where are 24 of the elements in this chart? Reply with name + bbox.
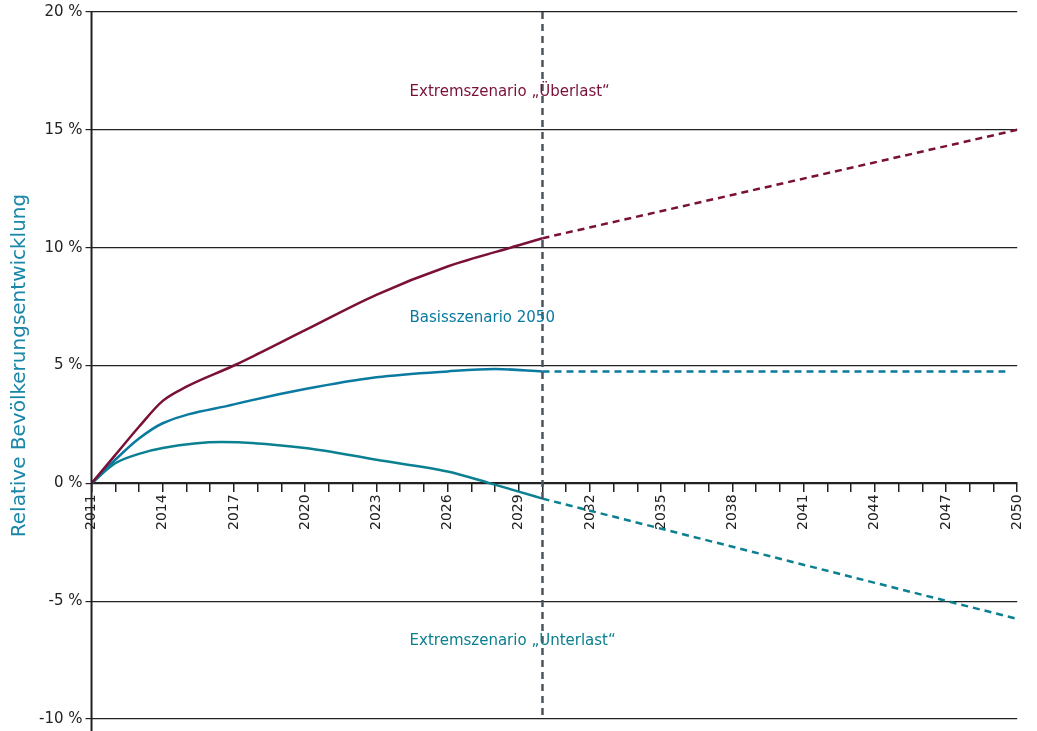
x-tick-label: 2014 [153,494,170,530]
x-tick-label: 2017 [224,494,241,530]
y-tick-label: -10 % [38,708,83,727]
y-tick-label: 5 % [53,355,83,374]
y-tick-label: 0 % [53,473,83,492]
text: Extremszenario „Überlast“ [409,81,610,101]
x-tick-label: 2050 [1007,494,1024,530]
x-tick-label: 2029 [509,494,526,530]
x-tick-label: 2020 [295,494,312,530]
text: Extremszenario „Unterlast“ [409,631,616,650]
y-tick-label: 10 % [44,237,83,256]
x-tick-label: 2044 [865,494,882,530]
x-tick-label: 2026 [438,494,455,530]
x-tick-label: 2032 [580,494,597,530]
y-tick-label: 20 % [44,1,83,20]
text: Basisszenario 2050 [409,308,555,327]
x-tick-label: 2041 [794,494,811,530]
x-tick-label: 2038 [723,494,740,530]
x-tick-label: 2035 [651,494,668,530]
y-axis-title: Relative Bevölkerungsentwicklung [6,193,31,538]
x-tick-label: 2047 [936,494,953,530]
y-tick-label: -5 % [48,591,83,610]
x-tick-label: 2023 [366,494,383,530]
y-tick-label: 15 % [44,119,83,138]
